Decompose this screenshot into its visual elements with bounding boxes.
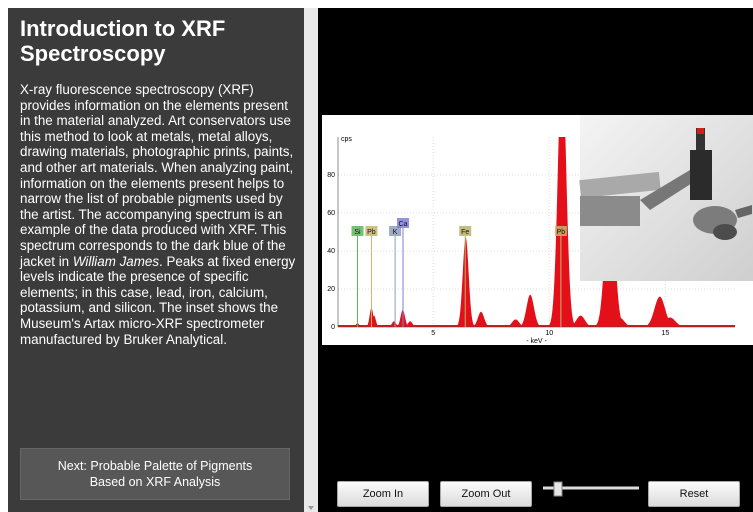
y-axis-label: cps [341,136,352,143]
body-text: X-ray fluorescence spectroscopy (XRF) pr… [20,82,293,269]
element-label: K [393,229,398,236]
element-label: Si [354,229,361,236]
y-tick-label: 60 [327,210,335,217]
y-tick-label: 80 [327,172,335,179]
scrollbar [304,8,318,512]
y-tick-label: 20 [327,286,335,293]
reset-button[interactable]: Reset [648,481,740,507]
zoom-slider-thumb[interactable] [554,482,562,496]
page: cps - keV - 0 20 40 60 80 5 10 15 Si Pb KCa Fe Pb Intr… [0,0,753,512]
sidebar-title: Introduction to XRF Spectroscopy [20,16,290,66]
x-tick-label: 10 [545,330,553,337]
y-tick-label: 0 [331,324,335,331]
x-tick-label: 15 [661,330,669,337]
element-label: Pb [557,229,566,236]
zoom-out-button[interactable]: Zoom Out [440,481,532,507]
element-label: Ca [399,221,408,228]
next-button[interactable]: Next: Probable Palette of Pigments Based… [20,448,290,500]
sidebar: Introduction to XRF Spectroscopy X-ray f… [8,8,304,512]
x-tick-label: 5 [431,330,435,337]
x-axis-label: - keV - [526,338,547,345]
inset-photo [579,115,753,281]
zoom-in-button[interactable]: Zoom In [337,481,429,507]
body-artwork-title: William James [73,254,159,269]
element-label: Fe [461,229,469,236]
y-tick-label: 40 [327,248,335,255]
sidebar-body: X-ray fluorescence spectroscopy (XRF) pr… [20,82,300,347]
element-label: Pb [367,229,376,236]
